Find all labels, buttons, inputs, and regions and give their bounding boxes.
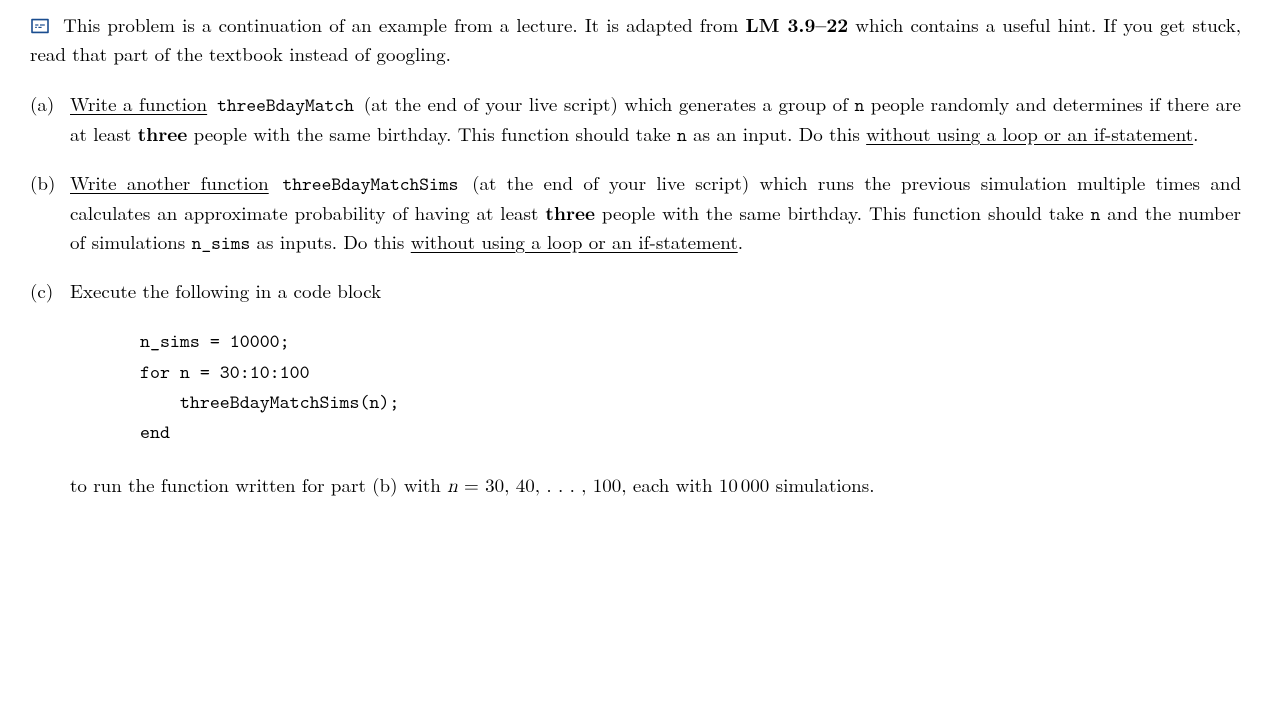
item-b-seg8: as inputs. Do this [250,228,411,255]
item-c-intro: Execute the following in a code block [70,277,1241,306]
item-c-outro: to run the function written for part (b)… [70,471,1241,502]
item-a-seg7-code: n [677,122,687,147]
item-c-label: (c) [30,277,70,502]
item-a-seg8: as an input. Do this [687,120,866,147]
item-b: (b) Write another function threeBdayMatc… [30,169,1241,257]
item-c-outro-thousand: 000 simulations. [741,471,875,498]
item-a: (a) Write a function threeBdayMatch (at … [30,90,1241,149]
item-a-seg1-ul: Write a function [70,90,207,117]
item-c-outro-eq: = 30, 40, . . . , 100, each with 10 [458,471,738,498]
item-b-seg1-code: threeBdayMatchSims [269,171,472,196]
item-a-seg6: people with the same birthday. This func… [187,120,677,147]
item-b-seg3-bold: three [545,198,595,226]
problem-page: This problem is a continuation of an exa… [0,0,1271,541]
item-a-seg10: . [1193,120,1198,147]
item-b-label: (b) [30,169,70,257]
intro-text-1: This problem is a continuation of an exa… [56,11,746,38]
item-a-seg3-code: n [854,92,864,117]
item-c-outro-n: n [447,477,458,496]
item-c-codeblock: n_sims = 10000; for n = 30:10:100 threeB… [140,327,1241,449]
computer-icon [30,18,50,34]
intro-paragraph: This problem is a continuation of an exa… [30,10,1241,68]
item-a-label: (a) [30,90,70,149]
item-a-body: Write a function threeBdayMatch (at the … [70,90,1241,149]
item-a-seg2: (at the end of your live script) which g… [364,90,855,117]
item-b-seg4: people with the same birthday. This func… [595,199,1091,226]
item-b-seg7-code: n_sims [192,230,251,255]
item-b-seg9-ul: without using a loop or an if-statement [411,228,738,255]
item-c: (c) Execute the following in a code bloc… [30,277,1241,502]
item-b-seg10: . [738,228,743,255]
item-a-seg5-bold: three [138,119,188,147]
item-c-body: Execute the following in a code block n_… [70,277,1241,502]
item-b-seg1-ul: Write another function [70,169,269,196]
item-a-seg1-code: threeBdayMatch [207,92,364,117]
intro-ref: LM 3.9–22 [746,10,849,38]
item-b-body: Write another function threeBdayMatchSim… [70,169,1241,257]
item-a-seg9-ul: without using a loop or an if-statement [866,120,1193,147]
item-b-seg5-code: n [1091,201,1101,226]
item-c-outro-1: to run the function written for part (b)… [70,471,447,498]
